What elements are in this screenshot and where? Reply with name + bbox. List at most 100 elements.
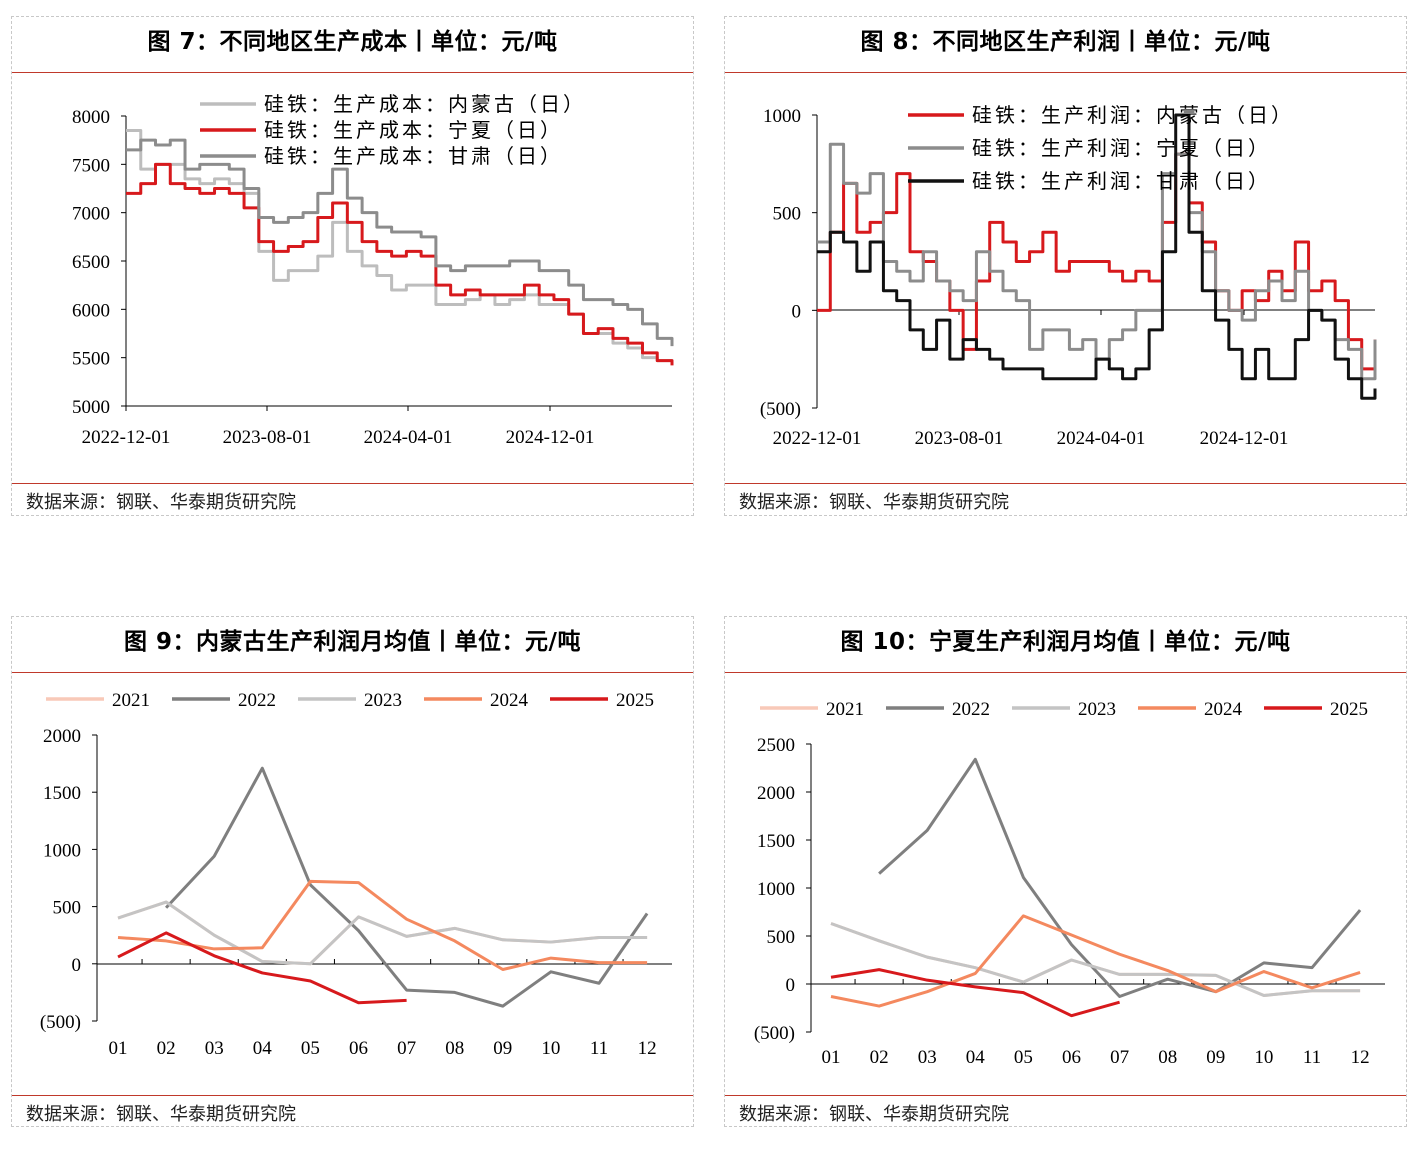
x-tick-label: 2024-04-01 (364, 427, 453, 448)
x-tick-label: 06 (349, 1038, 368, 1059)
series-line-4 (117, 879, 648, 972)
source-rule (12, 1095, 693, 1096)
x-tick-label: 05 (1014, 1047, 1033, 1068)
x-tick-label: 2024-12-01 (1200, 428, 1289, 449)
legend-label: 2024 (1204, 699, 1243, 720)
panel-title: 图 7：不同地区生产成本丨单位：元/吨 (147, 29, 558, 55)
legend-label: 2022 (952, 699, 990, 720)
x-tick-label: 2023-08-01 (915, 428, 1004, 449)
panel-fig7: 图 7：不同地区生产成本丨单位：元/吨 数据来源：钢联、华泰期货研究院 (11, 16, 694, 516)
legend-label: 硅铁：生产利润：内蒙古（日） (972, 103, 1294, 127)
source-note: 数据来源：钢联、华泰期货研究院 (26, 492, 296, 513)
series-line-2 (126, 162, 674, 366)
source-rule (725, 1095, 1406, 1096)
x-tick-label: 01 (822, 1047, 841, 1068)
y-tick-label: 1000 (763, 106, 801, 127)
y-tick-label: 2500 (757, 735, 795, 756)
x-tick-label: 11 (1303, 1047, 1321, 1068)
y-tick-label: 500 (773, 204, 802, 225)
x-tick-label: 03 (918, 1047, 937, 1068)
y-tick-label: 6500 (72, 252, 110, 273)
y-tick-label: 0 (792, 301, 802, 322)
series-line-2 (878, 757, 1362, 998)
panel-fig10: 图 10：宁夏生产利润月均值丨单位：元/吨 数据来源：钢联、华泰期货研究院 (724, 616, 1407, 1127)
x-tick-label: 07 (397, 1038, 416, 1059)
y-tick-label: 500 (767, 927, 796, 948)
x-tick-label: 01 (109, 1038, 128, 1059)
legend-label: 硅铁：生产成本：甘肃（日） (264, 144, 563, 168)
series-line-3 (817, 113, 1377, 400)
legend-label: 2025 (616, 690, 654, 711)
y-tick-label: 1500 (757, 831, 795, 852)
panel-fig8: 图 8：不同地区生产利润丨单位：元/吨 数据来源：钢联、华泰期货研究院 (724, 16, 1407, 516)
legend-label: 2023 (364, 690, 402, 711)
legend-label: 2023 (1078, 699, 1116, 720)
legend-label: 硅铁：生产成本：内蒙古（日） (264, 92, 586, 116)
y-tick-label: 7500 (72, 155, 110, 176)
legend-label: 2021 (112, 690, 150, 711)
series-line-3 (126, 138, 674, 347)
x-tick-label: 02 (870, 1047, 889, 1068)
y-tick-label: 5000 (72, 397, 110, 418)
title-rule (12, 72, 693, 73)
legend-label: 2024 (490, 690, 529, 711)
x-tick-label: 08 (445, 1038, 464, 1059)
y-tick-label: 1500 (43, 783, 81, 804)
y-tick-label: 8000 (72, 107, 110, 128)
legend-label: 2022 (238, 690, 276, 711)
series-line-4 (830, 914, 1361, 1008)
series-line-3 (117, 900, 648, 966)
x-tick-label: 04 (253, 1038, 273, 1059)
y-tick-label: 2000 (43, 726, 81, 747)
x-tick-label: 04 (966, 1047, 986, 1068)
panel-fig9: 图 9：内蒙古生产利润月均值丨单位：元/吨 数据来源：钢联、华泰期货研究院 (11, 616, 694, 1127)
y-tick-label: 1000 (43, 840, 81, 861)
source-rule (725, 483, 1406, 484)
y-tick-label: 500 (53, 898, 82, 919)
legend-label: 硅铁：生产利润：宁夏（日） (972, 136, 1271, 160)
y-tick-label: 0 (72, 955, 82, 976)
x-tick-label: 06 (1062, 1047, 1081, 1068)
series-line-3 (830, 922, 1361, 998)
x-tick-label: 07 (1110, 1047, 1129, 1068)
y-tick-label: 0 (786, 975, 796, 996)
x-tick-label: 09 (1206, 1047, 1225, 1068)
y-tick-label: 2000 (757, 783, 795, 804)
legend-label: 2025 (1330, 699, 1368, 720)
series-line-1 (830, 922, 1361, 998)
source-note: 数据来源：钢联、华泰期货研究院 (739, 492, 1009, 513)
series-line-2 (165, 766, 649, 1008)
series-line-5 (117, 931, 407, 1005)
series-line-1 (817, 152, 1377, 371)
x-tick-label: 2024-12-01 (506, 427, 595, 448)
series-line-1 (117, 900, 648, 966)
x-tick-label: 11 (590, 1038, 608, 1059)
y-tick-label: (500) (760, 399, 801, 420)
x-tick-label: 09 (493, 1038, 512, 1059)
y-tick-label: 5500 (72, 349, 110, 370)
x-tick-label: 2024-04-01 (1057, 428, 1146, 449)
panel-title: 图 9：内蒙古生产利润月均值丨单位：元/吨 (124, 629, 581, 655)
x-tick-label: 10 (1254, 1047, 1273, 1068)
y-tick-label: 1000 (757, 879, 795, 900)
y-tick-label: (500) (754, 1023, 795, 1044)
legend-label: 2021 (826, 699, 864, 720)
x-tick-label: 2022-12-01 (773, 428, 862, 449)
source-note: 数据来源：钢联、华泰期货研究院 (739, 1104, 1009, 1125)
panel-title: 图 8：不同地区生产利润丨单位：元/吨 (860, 29, 1271, 55)
source-rule (12, 483, 693, 484)
x-tick-label: 03 (205, 1038, 224, 1059)
x-tick-label: 12 (1351, 1047, 1370, 1068)
source-note: 数据来源：钢联、华泰期货研究院 (26, 1104, 296, 1125)
legend-label: 硅铁：生产成本：宁夏（日） (264, 118, 563, 142)
title-rule (725, 72, 1406, 73)
y-tick-label: 7000 (72, 204, 110, 225)
x-tick-label: 2023-08-01 (223, 427, 312, 448)
y-tick-label: 6000 (72, 300, 110, 321)
x-tick-label: 12 (638, 1038, 657, 1059)
y-tick-label: (500) (40, 1012, 81, 1033)
panel-title: 图 10：宁夏生产利润月均值丨单位：元/吨 (840, 629, 1291, 655)
legend-label: 硅铁：生产利润：甘肃（日） (972, 169, 1271, 193)
series-line-5 (830, 968, 1121, 1018)
